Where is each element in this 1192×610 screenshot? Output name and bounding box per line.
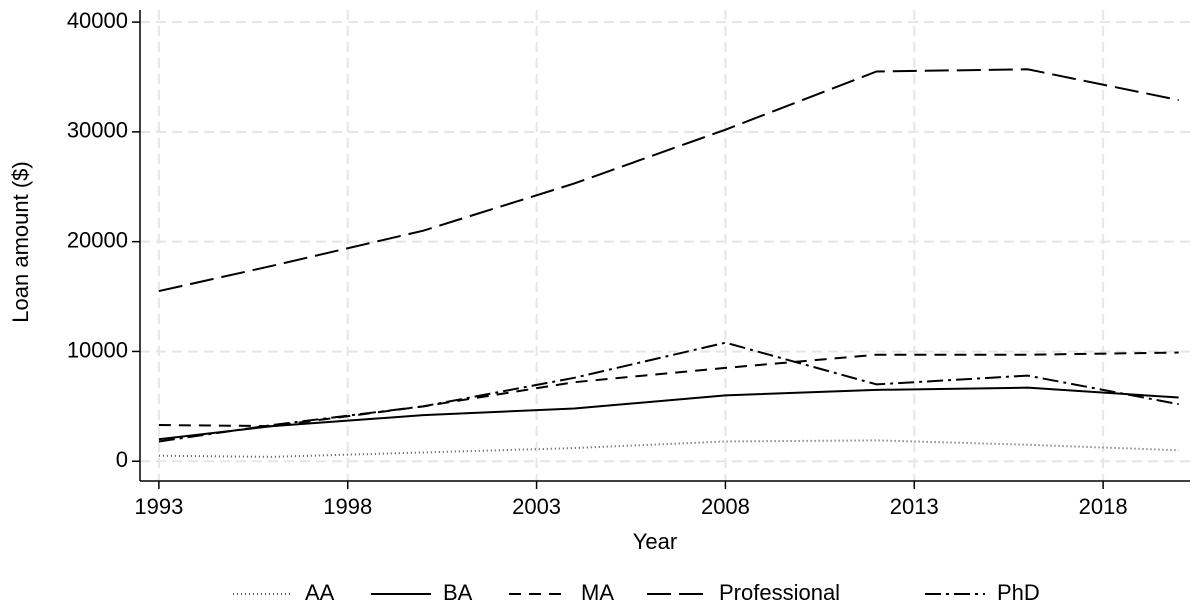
x-tick-label: 1998 [323, 494, 372, 519]
legend-label: PhD [997, 580, 1040, 605]
legend-label: MA [581, 580, 614, 605]
legend-label: Professional [719, 580, 840, 605]
line-series [158, 351, 1179, 428]
x-tick-label: 2008 [701, 494, 750, 519]
y-tick-label: 30000 [67, 118, 128, 143]
line-series [158, 439, 1179, 458]
x-tick-label: 2018 [1079, 494, 1128, 519]
y-axis-label: Loan amount ($) [8, 161, 33, 322]
y-tick-label: 40000 [67, 8, 128, 33]
y-tick-label: 20000 [67, 227, 128, 252]
legend-label: BA [443, 580, 473, 605]
x-tick-label: 2013 [890, 494, 939, 519]
x-tick-label: 1993 [134, 494, 183, 519]
x-tick-label: 2003 [512, 494, 561, 519]
line-series [158, 386, 1179, 441]
legend-label: AA [305, 580, 335, 605]
y-tick-label: 10000 [67, 337, 128, 362]
line-series [158, 341, 1179, 443]
x-axis-label: Year [633, 529, 677, 554]
line-series [158, 68, 1179, 293]
y-tick-label: 0 [116, 447, 128, 472]
